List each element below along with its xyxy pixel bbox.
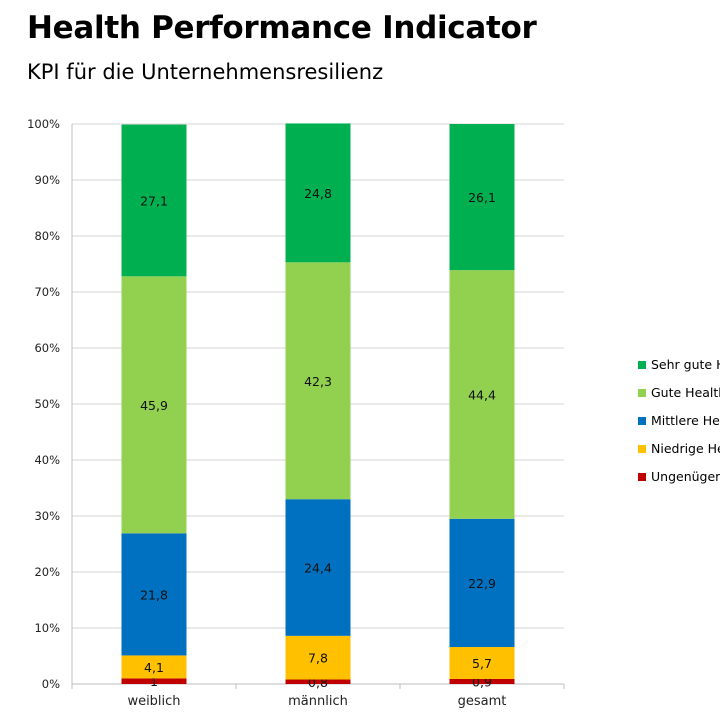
legend-label: Gute Health [651, 385, 720, 400]
legend-label: Ungenüger [651, 469, 720, 484]
data-label: 24,4 [304, 561, 332, 576]
x-category-label: gesamt [458, 694, 507, 709]
legend-swatch [638, 361, 646, 369]
bar-segment [449, 124, 515, 271]
y-tick-label: 70% [34, 285, 60, 299]
y-tick-label: 50% [34, 397, 60, 411]
bar-segment [121, 655, 187, 679]
data-label: 27,1 [140, 193, 168, 208]
legend-swatch [638, 473, 646, 481]
y-tick-label: 0% [42, 677, 60, 691]
legend-label: Mittlere He [651, 413, 720, 428]
chart-subtitle: KPI für die Unternehmensresilienz [27, 60, 384, 84]
y-tick-label: 10% [34, 621, 60, 635]
data-label: 4,1 [144, 660, 164, 675]
legend-label: Niedrige He [651, 441, 720, 456]
bar-segment [285, 679, 351, 684]
data-label: 1 [150, 674, 158, 689]
bar-segment [121, 276, 187, 534]
data-label: 22,9 [468, 576, 496, 591]
legend-label: Sehr gute H [651, 357, 720, 372]
data-label: 26,1 [468, 190, 496, 205]
chart-title: Health Performance Indicator [27, 10, 537, 46]
bar-segment [285, 123, 351, 263]
bar-segment [449, 647, 515, 679]
data-label: 7,8 [308, 651, 328, 666]
y-tick-label: 20% [34, 565, 60, 579]
x-category-label: weiblich [127, 694, 180, 709]
y-tick-label: 30% [34, 509, 60, 523]
bar-segment [285, 635, 351, 680]
legend-swatch [638, 417, 646, 425]
data-label: 24,8 [304, 186, 332, 201]
data-label: 44,4 [468, 387, 496, 402]
legend-swatch [638, 445, 646, 453]
bar-segment [285, 499, 351, 636]
bar-segment [449, 678, 515, 684]
y-tick-label: 80% [34, 229, 60, 243]
y-tick-label: 90% [34, 173, 60, 187]
legend-swatch [638, 389, 646, 397]
data-label: 21,8 [140, 587, 168, 602]
data-label: 5,7 [472, 656, 492, 671]
bar-segment [449, 518, 515, 648]
data-label: 45,9 [140, 398, 168, 413]
y-tick-label: 40% [34, 453, 60, 467]
bar-segment [121, 678, 187, 684]
y-tick-label: 60% [34, 341, 60, 355]
bar-segment [121, 124, 187, 277]
y-tick-label: 100% [27, 117, 60, 131]
bar-segment [449, 270, 515, 519]
x-category-label: männlich [288, 694, 348, 709]
bar-segment [285, 262, 351, 500]
data-label: 42,3 [304, 374, 332, 389]
bar-segment [121, 533, 187, 656]
